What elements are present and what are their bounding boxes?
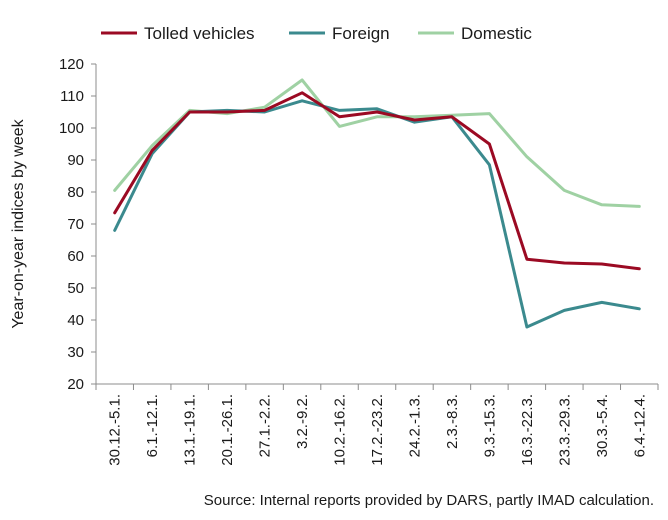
x-tick-label: 20.1.-26.1. <box>219 394 236 466</box>
y-tick-label: 90 <box>67 152 84 169</box>
x-tick-label: 23.3.-29.3. <box>556 394 573 466</box>
y-tick-label: 110 <box>60 88 84 105</box>
y-tick-label: 60 <box>67 248 84 265</box>
y-tick-label: 70 <box>67 216 84 233</box>
x-tick-label: 13.1.-19.1. <box>182 394 199 466</box>
y-axis: 20 30 40 50 60 70 80 90 100 110 120 <box>59 56 97 393</box>
x-axis: 30.12.-5.1. 6.1.-12.1. 13.1.-19.1. 20.1.-26… <box>95 383 659 466</box>
legend: Tolled vehicles Foreign Domestic <box>101 24 532 43</box>
y-tick-label: 80 <box>67 184 84 201</box>
x-tick-label: 17.2.-23.2. <box>369 394 386 466</box>
series-line-domestic <box>113 78 641 208</box>
y-tick-label: 20 <box>67 376 84 393</box>
legend-label-tolled-vehicles: Tolled vehicles <box>144 24 255 43</box>
x-tick-label: 9.3.-15.3. <box>481 394 498 457</box>
y-tick-label: 50 <box>67 280 84 297</box>
x-tick-label: 6.4.-12.4. <box>631 394 648 457</box>
x-tick-label: 24.2.-1.3. <box>406 394 423 457</box>
source-note: Source: Internal reports provided by DAR… <box>204 492 654 509</box>
x-tick-label: 30.12.-5.1. <box>107 394 124 466</box>
x-tick-label: 30.3.-5.4. <box>594 394 611 457</box>
x-tick-label: 27.1.-2.2. <box>257 394 274 457</box>
y-tick-label: 30 <box>67 344 84 361</box>
x-tick-label: 6.1.-12.1. <box>144 394 161 457</box>
y-tick-label: 100 <box>59 120 84 137</box>
x-tick-label: 10.2.-16.2. <box>332 394 349 466</box>
x-tick-label: 3.2.-9.2. <box>294 394 311 449</box>
legend-label-domestic: Domestic <box>461 24 532 43</box>
y-tick-label: 120 <box>59 56 84 73</box>
x-tick-label: 2.3.-8.3. <box>444 394 461 449</box>
y-tick-label: 40 <box>67 312 84 329</box>
plot-area <box>113 78 641 329</box>
series-line-tolled-vehicles <box>113 91 641 271</box>
x-tick-label: 16.3.-22.3. <box>519 394 536 466</box>
series-line-foreign <box>113 99 641 329</box>
legend-label-foreign: Foreign <box>332 24 390 43</box>
y-axis-label: Year-on-year indices by week <box>10 118 27 328</box>
